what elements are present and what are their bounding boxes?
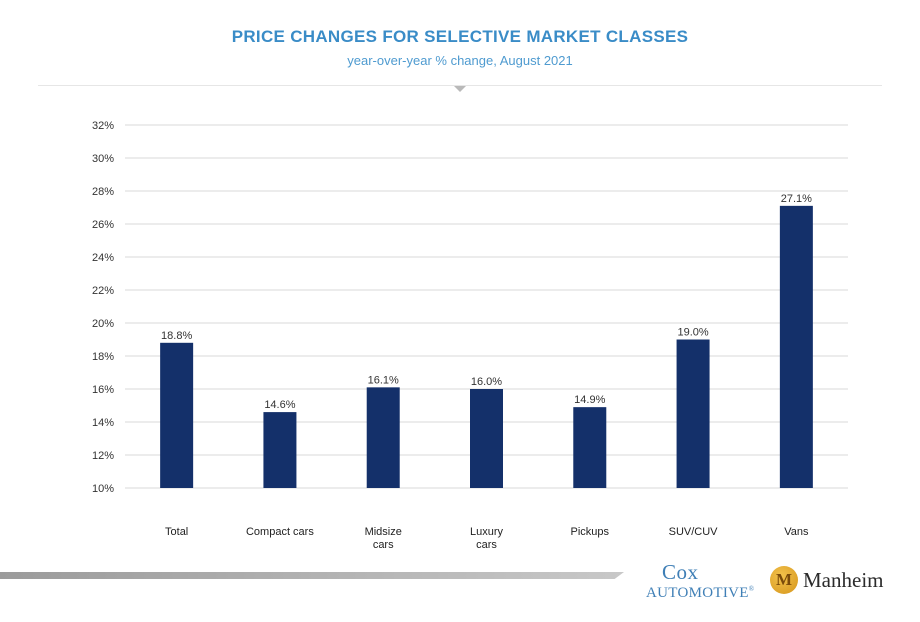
manheim-logo: M Manheim [770, 565, 883, 595]
cox-logo-line2: Automotive [646, 585, 749, 601]
y-tick-label: 32% [92, 120, 114, 132]
bar [160, 342, 194, 488]
bar-value-label: 16.1% [368, 374, 399, 386]
x-tick-label: Vans [784, 526, 809, 538]
y-tick-label: 18% [92, 351, 114, 363]
y-tick-label: 26% [92, 219, 114, 231]
bar-chart: 10% 12% 14% 16% 18% 20% 22% 24% 26% 28% 30% 32% 18.8… [92, 120, 848, 551]
y-tick-label: 16% [92, 384, 114, 396]
bar [263, 412, 297, 488]
y-tick-label: 28% [92, 186, 114, 198]
bar-value-label: 14.6% [264, 399, 295, 411]
bar [366, 387, 400, 488]
caret-down-icon [454, 86, 466, 92]
header-divider [38, 85, 882, 86]
x-tick-label: Total [165, 526, 188, 538]
bar [470, 389, 503, 488]
chart-title: PRICE CHANGES FOR SELECTIVE MARKET CLASS… [231, 27, 689, 46]
chart-subtitle: year-over-year % change, August 2021 [347, 53, 573, 68]
x-tick-label: Compact cars [246, 526, 314, 538]
y-tick-label: 12% [92, 450, 114, 462]
cox-logo-line1: Cox [662, 560, 699, 584]
bar [779, 205, 813, 488]
y-tick-label: 14% [92, 417, 114, 429]
y-tick-label: 30% [92, 153, 114, 165]
manheim-badge-icon: M [770, 566, 798, 594]
x-tick-label: Pickups [571, 526, 610, 538]
y-tick-label: 22% [92, 285, 114, 297]
bar-value-label: 27.1% [781, 193, 812, 205]
bar-value-label: 18.8% [161, 330, 192, 342]
manheim-wordmark: Manheim [803, 567, 884, 592]
bar [573, 407, 607, 488]
bar-value-label: 19.0% [677, 327, 708, 339]
bar [676, 339, 710, 488]
y-tick-label: 24% [92, 252, 114, 264]
bar-value-label: 16.0% [471, 376, 502, 388]
x-tick-label: Midsize cars [365, 526, 402, 551]
registered-mark: ® [748, 585, 755, 593]
y-tick-label: 20% [92, 318, 114, 330]
x-tick-label: Luxury cars [470, 526, 504, 551]
footer-divider-bar [0, 572, 624, 579]
bar-value-label: 14.9% [574, 394, 605, 406]
y-tick-label: 10% [92, 483, 114, 495]
cox-automotive-logo: Cox Automotive® [646, 562, 756, 601]
x-tick-label: SUV/CUV [669, 526, 719, 538]
